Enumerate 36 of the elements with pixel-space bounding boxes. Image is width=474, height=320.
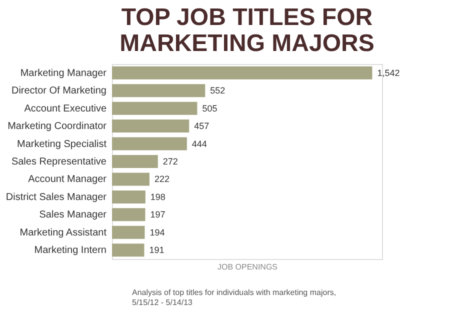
chart-title: TOP JOB TITLES FOR MARKETING MAJORS	[120, 4, 374, 57]
y-tick-label: Marketing Specialist	[17, 138, 107, 150]
data-label: 552	[210, 86, 226, 96]
bar	[112, 120, 190, 133]
data-label: 444	[192, 138, 207, 149]
bar	[112, 66, 372, 80]
y-tick-label: Sales Representative	[11, 156, 107, 168]
data-label: 505	[202, 103, 218, 114]
data-label: 194	[150, 227, 165, 238]
y-tick-label: Account Executive	[24, 103, 107, 114]
y-tick-label: Director Of Marketing	[11, 86, 106, 97]
data-label: 222	[154, 174, 170, 184]
bar	[112, 226, 145, 239]
x-axis-title: JOB OPENINGS	[217, 262, 278, 272]
y-tick-label: Marketing Intern	[34, 245, 106, 256]
data-label: 191	[149, 245, 164, 256]
y-tick-label: District Sales Manager	[6, 192, 108, 203]
bar	[112, 172, 150, 186]
data-label: 198	[150, 192, 166, 202]
data-label: 457	[194, 121, 210, 132]
bar	[112, 208, 146, 222]
bar	[112, 190, 146, 204]
bar	[112, 102, 198, 115]
y-tick-label: Account Manager	[28, 174, 108, 186]
bar	[112, 84, 206, 98]
bar	[112, 244, 144, 257]
bar	[112, 137, 187, 150]
data-label: 197	[150, 210, 166, 220]
y-tick-label: Marketing Manager	[20, 68, 108, 79]
y-tick-label: Marketing Assistant	[20, 227, 107, 238]
data-label: 1,542	[377, 68, 400, 78]
y-tick-label: Sales Manager	[39, 210, 108, 221]
data-label: 272	[162, 156, 178, 166]
y-tick-label: Marketing Coordinator	[8, 121, 108, 132]
bar	[112, 155, 158, 168]
text: Analysis of top titles for individuals with marketing majors, 5/15/12 - 5/14/13	[132, 288, 336, 307]
